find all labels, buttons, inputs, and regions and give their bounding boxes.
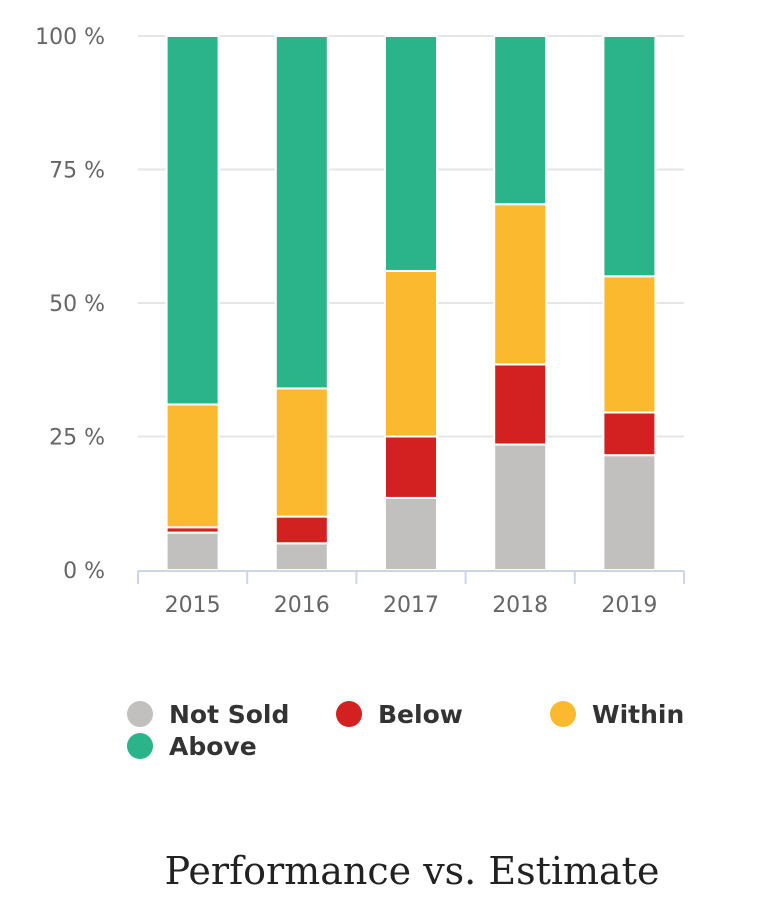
bar-2019-within bbox=[602, 275, 657, 414]
x-tick-label-2018: 2018 bbox=[492, 593, 548, 618]
y-tick-label-0: 0 % bbox=[63, 559, 105, 584]
legend-label-below: Below bbox=[378, 700, 463, 729]
legend-marker-within bbox=[550, 701, 576, 727]
bar-2015-not-sold bbox=[165, 531, 220, 571]
legend-item-above[interactable]: Above bbox=[127, 732, 257, 761]
bar-2016-not-sold bbox=[274, 542, 329, 571]
y-tick-label-50: 50 % bbox=[49, 292, 105, 317]
bar-2015-within bbox=[165, 403, 220, 529]
legend-marker-above bbox=[127, 733, 153, 759]
x-tick-label-2016: 2016 bbox=[274, 593, 330, 618]
bar-2017-within bbox=[384, 269, 438, 438]
legend-label-within: Within bbox=[592, 700, 684, 729]
y-axis-tick-labels: 0 % 25 % 50 % 75 % 100 % bbox=[35, 25, 105, 584]
bar-2018-not-sold bbox=[493, 443, 548, 572]
bar-2018-within bbox=[493, 203, 548, 366]
legend: Not Sold Below Within Above bbox=[127, 700, 684, 761]
bar-2018-below bbox=[493, 363, 548, 446]
bar-2017-above bbox=[384, 35, 438, 272]
x-tick-label-2019: 2019 bbox=[601, 593, 657, 618]
bar-2019-below bbox=[602, 411, 657, 457]
bar-2015-above bbox=[165, 35, 220, 406]
legend-label-not-sold: Not Sold bbox=[169, 700, 289, 729]
chart-title: Performance vs. Estimate bbox=[165, 849, 660, 893]
x-tick-label-2015: 2015 bbox=[165, 593, 221, 618]
x-axis-tick-labels: 2015 2016 2017 2018 2019 bbox=[165, 593, 658, 618]
bar-2019-not-sold bbox=[602, 454, 657, 571]
legend-label-above: Above bbox=[169, 732, 257, 761]
x-axis bbox=[137, 570, 685, 584]
y-tick-label-75: 75 % bbox=[49, 159, 105, 184]
legend-item-within[interactable]: Within bbox=[550, 700, 684, 729]
bar-2016-above bbox=[274, 35, 329, 390]
bar-2017-not-sold bbox=[384, 496, 438, 571]
legend-marker-below bbox=[336, 701, 362, 727]
bar-2019-above bbox=[602, 35, 657, 278]
bar-2016-within bbox=[274, 387, 329, 518]
x-tick-label-2017: 2017 bbox=[383, 593, 439, 618]
bar-2017-below bbox=[384, 435, 438, 499]
bars bbox=[165, 35, 657, 572]
bar-2018-above bbox=[493, 35, 548, 206]
legend-item-not-sold[interactable]: Not Sold bbox=[127, 700, 289, 729]
legend-marker-not-sold bbox=[127, 701, 153, 727]
legend-item-below[interactable]: Below bbox=[336, 700, 463, 729]
y-tick-label-25: 25 % bbox=[49, 426, 105, 451]
bar-2016-below bbox=[274, 515, 329, 545]
y-tick-label-100: 100 % bbox=[35, 25, 105, 50]
